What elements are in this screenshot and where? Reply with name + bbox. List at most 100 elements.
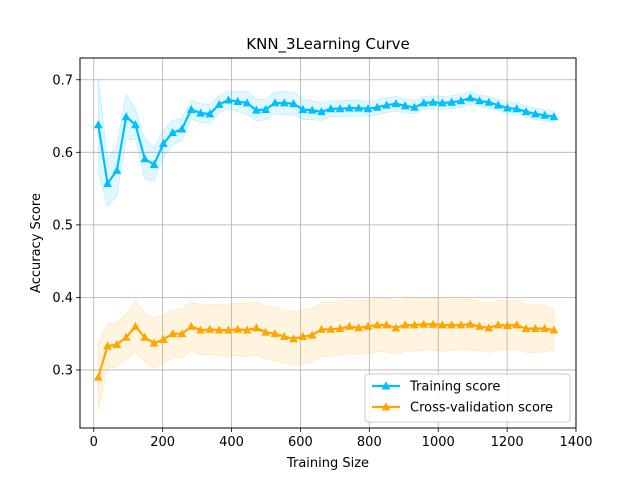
legend-cross-validation-score-marker xyxy=(381,402,391,411)
training-score-point xyxy=(530,109,540,118)
legend-cross-validation-score-label: Cross-validation score xyxy=(410,401,553,416)
x-tick-label: 400 xyxy=(219,435,244,450)
training-score-point xyxy=(103,178,112,187)
cross-validation-score-point xyxy=(121,332,131,341)
training-score-point xyxy=(224,95,233,104)
training-score-point xyxy=(475,96,484,105)
training-score-point xyxy=(214,99,224,108)
cross-validation-score-point xyxy=(261,327,271,336)
cross-validation-score-point xyxy=(233,324,243,333)
cross-validation-score-point xyxy=(186,321,196,330)
cross-validation-score-point xyxy=(289,334,298,343)
training-score-point xyxy=(540,110,550,119)
training-score-point xyxy=(233,96,243,105)
cross-validation-score-point xyxy=(540,324,550,333)
training-score-point xyxy=(363,104,373,113)
training-score-point xyxy=(456,96,466,105)
y-tick-label: 0.7 xyxy=(52,73,73,88)
legend: Training score Cross-validation score xyxy=(364,373,571,423)
training-score-point xyxy=(549,112,559,121)
training-score-point xyxy=(493,100,503,109)
training-score-point xyxy=(298,104,308,113)
cross-validation-score-point xyxy=(177,329,187,338)
cross-validation-score-point xyxy=(372,320,382,329)
cross-validation-score-point xyxy=(279,331,289,341)
training-score-point xyxy=(428,97,438,106)
cross-validation-score-point xyxy=(400,320,410,329)
cross-validation-score-point xyxy=(158,334,168,343)
plot-frame xyxy=(79,57,577,429)
cross-validation-score-point xyxy=(447,320,457,329)
training-score-point xyxy=(93,120,103,129)
training-score-point xyxy=(177,124,187,133)
training-score-point xyxy=(149,160,159,169)
cross-validation-score-point xyxy=(354,323,364,332)
cross-validation-score-point xyxy=(503,321,512,330)
x-tick-label: 1200 xyxy=(491,435,524,450)
training-score-point xyxy=(279,98,289,107)
cross-validation-score-point xyxy=(168,329,178,338)
training-score-point xyxy=(289,99,298,108)
cross-validation-score-point xyxy=(437,320,447,329)
x-axis-label: Training Size xyxy=(286,456,369,471)
training-score-point xyxy=(196,108,205,117)
training-score-point xyxy=(140,154,150,163)
training-score-point xyxy=(158,139,168,148)
training-score-point xyxy=(521,107,531,116)
chart-title: KNN_3Learning Curve xyxy=(246,35,409,54)
y-axis-ticks: 0.3 0.4 0.5 0.6 0.7 xyxy=(52,73,80,378)
cross-validation-score-point xyxy=(149,338,159,347)
cross-validation-score-point xyxy=(363,321,373,330)
training-score-point xyxy=(372,102,382,111)
cross-validation-score-point xyxy=(307,330,317,339)
training-score-point xyxy=(391,99,401,108)
training-score-point xyxy=(512,104,522,113)
cross-validation-score-point xyxy=(419,319,429,328)
cross-validation-score-point xyxy=(242,325,252,334)
training-score-point xyxy=(270,98,280,107)
legend-training-score-marker xyxy=(381,381,391,390)
x-tick-label: 600 xyxy=(288,435,313,450)
cross-validation-score-point xyxy=(103,341,112,350)
training-score-point xyxy=(400,101,410,110)
training-score-point xyxy=(168,128,178,137)
cross-validation-score-point xyxy=(251,323,261,332)
training-score-point xyxy=(335,104,345,113)
y-tick-label: 0.5 xyxy=(52,218,73,233)
training-score-point xyxy=(484,97,494,106)
training-score-point xyxy=(419,98,429,107)
cross-validation-score-point xyxy=(131,321,140,330)
y-tick-label: 0.4 xyxy=(52,291,73,306)
cross-validation-score-point xyxy=(112,339,122,349)
training-score-band xyxy=(97,76,555,208)
series-markers xyxy=(93,93,559,381)
training-score-point xyxy=(317,107,326,116)
x-axis-ticks: 0 200 400 600 800 1000 1200 1400 xyxy=(90,428,593,450)
cross-validation-score-point xyxy=(224,325,233,334)
cross-validation-score-point xyxy=(344,321,354,330)
training-score-point xyxy=(251,105,261,114)
cross-validation-score-point xyxy=(549,325,559,334)
training-score-point xyxy=(465,93,475,102)
cross-validation-score-point xyxy=(270,329,280,338)
training-score-point xyxy=(447,97,457,106)
cross-validation-score-point xyxy=(410,320,419,329)
y-axis-label: Accuracy Score xyxy=(29,193,44,293)
cross-validation-score-point xyxy=(512,320,522,329)
training-score-point xyxy=(186,104,196,113)
cross-validation-score-point xyxy=(391,323,401,332)
cross-validation-score-point xyxy=(456,320,466,329)
x-tick-label: 1000 xyxy=(422,435,455,450)
cross-validation-score-point xyxy=(428,319,438,328)
training-score-point xyxy=(503,103,512,112)
training-score-point xyxy=(261,104,271,113)
training-score-point xyxy=(112,165,122,174)
cross-validation-score-point xyxy=(205,324,215,333)
training-score-point xyxy=(242,98,252,107)
y-tick-label: 0.3 xyxy=(52,363,73,378)
cross-validation-score-point xyxy=(326,324,336,333)
cross-validation-score-point xyxy=(493,320,503,329)
training-score-point xyxy=(121,112,131,121)
cross-validation-score-point xyxy=(214,325,224,334)
